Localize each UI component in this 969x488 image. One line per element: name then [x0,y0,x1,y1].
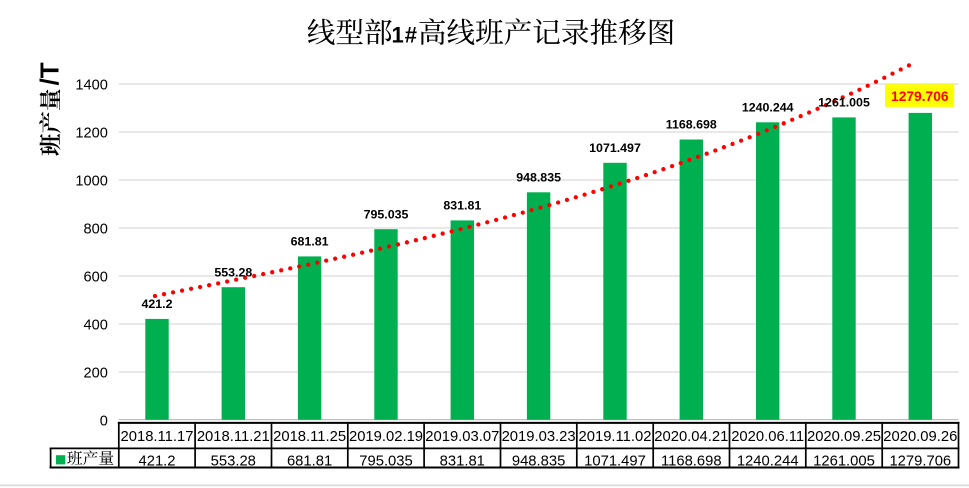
svg-text:600: 600 [84,269,108,285]
svg-text:1279.706: 1279.706 [889,454,951,470]
svg-text:1#: 1# [392,22,418,47]
svg-text:800: 800 [84,221,108,237]
svg-text:2018.11.21: 2018.11.21 [197,429,270,445]
svg-text:1168.698: 1168.698 [666,118,717,132]
svg-text:2020.06.11: 2020.06.11 [731,429,804,445]
svg-text:2019.02.19: 2019.02.19 [349,429,423,445]
svg-text:1261.005: 1261.005 [818,96,870,110]
svg-text:1400: 1400 [75,77,107,93]
svg-text:1240.244: 1240.244 [737,454,799,470]
svg-text:831.81: 831.81 [440,454,485,470]
svg-text:0: 0 [100,413,108,429]
svg-text:2019.03.07: 2019.03.07 [425,429,499,445]
svg-text:553.28: 553.28 [214,265,252,279]
svg-text:795.035: 795.035 [364,207,409,221]
svg-text:1071.497: 1071.497 [584,454,646,470]
svg-text:681.81: 681.81 [291,235,329,249]
svg-text:948.835: 948.835 [516,170,561,184]
svg-text:200: 200 [84,365,108,381]
svg-text:831.81: 831.81 [443,199,481,213]
svg-text:1168.698: 1168.698 [661,454,722,470]
svg-text:2020.09.26: 2020.09.26 [883,429,957,445]
svg-text:1240.244: 1240.244 [742,100,794,114]
svg-text:421.2: 421.2 [138,454,175,470]
svg-text:400: 400 [84,317,108,333]
svg-text:948.835: 948.835 [512,454,566,470]
svg-text:1071.497: 1071.497 [589,141,641,155]
svg-text:1279.706: 1279.706 [891,89,949,104]
svg-text:1000: 1000 [75,173,107,189]
svg-text:2018.11.25: 2018.11.25 [273,429,346,445]
svg-text:421.2: 421.2 [141,297,172,311]
svg-text:2018.11.17: 2018.11.17 [121,429,194,445]
svg-text:2020.09.25: 2020.09.25 [807,429,881,445]
svg-text:/T: /T [35,62,65,85]
svg-text:2019.03.23: 2019.03.23 [502,429,576,445]
svg-text:2019.11.02: 2019.11.02 [579,429,652,445]
svg-text:681.81: 681.81 [287,454,332,470]
svg-text:1261.005: 1261.005 [813,454,875,470]
svg-text:795.035: 795.035 [359,454,413,470]
svg-text:553.28: 553.28 [211,454,256,470]
svg-text:1200: 1200 [75,125,107,141]
svg-text:2020.04.21: 2020.04.21 [654,429,728,445]
